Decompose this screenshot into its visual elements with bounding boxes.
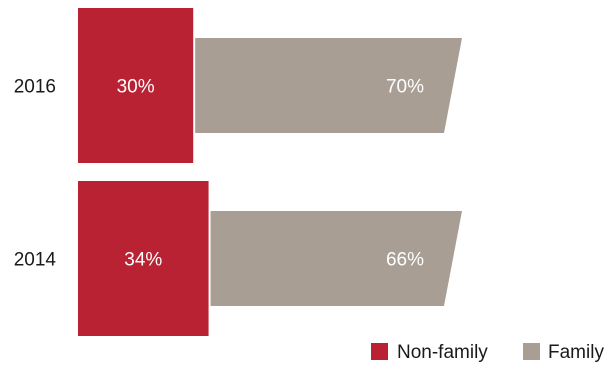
legend: Non-family Family (371, 342, 604, 363)
category-labels: 2016 2014 (14, 77, 57, 271)
legend-label-nonfamily: Non-family (397, 342, 488, 363)
value-label-nonfamily-2016: 30% (117, 77, 155, 98)
value-label-family-2014: 66% (386, 250, 424, 271)
bar-family-2014 (210, 211, 462, 306)
bars-group: 30% 70% 34% 66% (78, 8, 462, 336)
bar-family-2016 (195, 38, 462, 133)
value-label-family-2016: 70% (386, 77, 424, 98)
legend-swatch-family (523, 343, 540, 360)
category-label-2016: 2016 (14, 77, 56, 98)
value-label-nonfamily-2014: 34% (124, 250, 162, 271)
legend-label-family: Family (548, 342, 604, 363)
bar-nonfamily-2016 (78, 8, 194, 163)
category-label-2014: 2014 (14, 250, 57, 271)
bar-nonfamily-2014 (78, 181, 209, 336)
legend-swatch-nonfamily (371, 343, 388, 360)
